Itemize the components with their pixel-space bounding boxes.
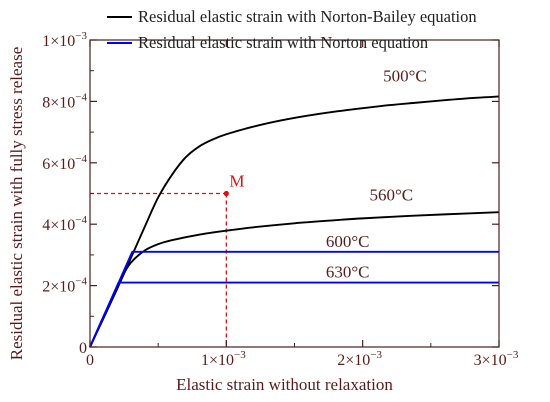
x-axis-title: Elastic strain without relaxation — [176, 375, 393, 394]
annotation-point — [223, 190, 229, 197]
annotation-label: M — [229, 172, 244, 191]
legend-label: Residual elastic strain with Norton-Bail… — [138, 7, 477, 26]
series-line-630c — [89, 281, 499, 348]
y-axis-title: Residual elastic strain with fully stres… — [7, 47, 26, 360]
x-tick-label: 1×10−3 — [201, 349, 246, 369]
annotation-layer — [90, 190, 229, 347]
labels: 0 1×10−3 2×10−3 3×10−3 0 2×10−4 4×10−4 6×10−4 8×… — [7, 7, 519, 394]
series-label: 560°C — [369, 185, 413, 204]
x-tick-label: 3×10−3 — [474, 349, 519, 369]
series-line-560c — [89, 211, 500, 348]
series-label: 500°C — [383, 66, 427, 85]
series-line-600c — [89, 250, 499, 348]
series-label: 600°C — [326, 232, 370, 251]
y-tick-label: 6×10−4 — [42, 153, 87, 173]
plot-frame — [89, 39, 500, 348]
x-tick-label: 0 — [86, 352, 94, 369]
series-label: 630°C — [326, 263, 370, 282]
series-line-500c — [89, 95, 500, 348]
legend-label: Residual elastic strain with Norton equa… — [138, 33, 428, 52]
y-tick-label: 8×10−4 — [42, 91, 87, 111]
x-tick-label: 2×10−3 — [337, 349, 382, 369]
y-tick-label: 4×10−4 — [42, 214, 87, 234]
y-tick-label: 0 — [79, 340, 87, 357]
y-tick-label: 1×10−3 — [42, 30, 87, 50]
series-layer — [89, 95, 500, 348]
axes — [89, 39, 500, 348]
y-tick-label: 2×10−4 — [42, 276, 87, 296]
